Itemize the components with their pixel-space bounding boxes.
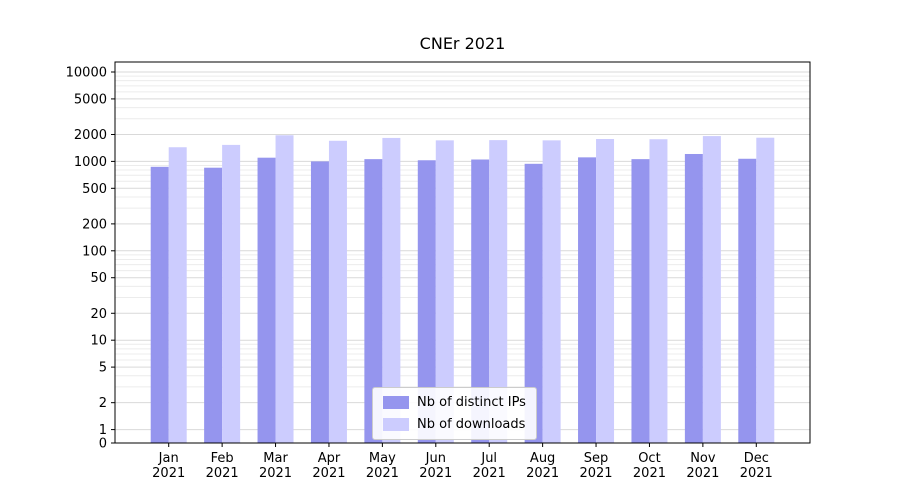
bar-nb-of-downloads-aug xyxy=(542,140,561,443)
x-tick-label-month: Sep xyxy=(584,451,609,466)
y-tick-label: 2 xyxy=(99,396,107,411)
y-tick-label: 5 xyxy=(99,361,107,376)
bar-nb-of-downloads-may xyxy=(382,137,401,443)
x-tick-label-month: Jan xyxy=(158,451,179,466)
bar-nb-of-downloads-sep xyxy=(596,139,615,443)
legend-item-distinct-ips: Nb of distinct IPs xyxy=(383,395,526,410)
legend-swatch-distinct-ips xyxy=(383,396,409,409)
x-tick-label-month: Jun xyxy=(425,451,446,466)
y-tick-label: 20 xyxy=(90,307,107,322)
x-tick-label-year: 2021 xyxy=(312,466,345,481)
x-tick-label-month: Mar xyxy=(263,451,288,466)
legend-item-downloads: Nb of downloads xyxy=(383,417,526,432)
bar-nb-of-distinct-ips-jul xyxy=(471,159,490,444)
bar-nb-of-downloads-jul xyxy=(489,140,508,444)
x-tick-label-month: Dec xyxy=(744,451,769,466)
bar-nb-of-downloads-apr xyxy=(328,140,347,443)
x-tick-label-year: 2021 xyxy=(366,466,399,481)
bar-nb-of-downloads-jan xyxy=(168,147,187,444)
x-tick-label-year: 2021 xyxy=(740,466,773,481)
bar-nb-of-distinct-ips-jan xyxy=(150,166,169,443)
bar-nb-of-distinct-ips-aug xyxy=(524,163,543,443)
x-tick-label-year: 2021 xyxy=(152,466,185,481)
y-tick-label: 10000 xyxy=(66,66,107,81)
legend-swatch-downloads xyxy=(383,418,409,431)
chart-title: CNEr 2021 xyxy=(419,34,506,53)
x-tick-label-month: Feb xyxy=(211,451,234,466)
legend-label-distinct-ips: Nb of distinct IPs xyxy=(417,395,526,410)
x-tick-label-month: Aug xyxy=(530,451,555,466)
x-tick-label-year: 2021 xyxy=(419,466,452,481)
y-tick-label: 200 xyxy=(82,217,107,232)
bar-nb-of-distinct-ips-may xyxy=(364,159,383,443)
bar-nb-of-distinct-ips-nov xyxy=(684,153,703,444)
y-tick-label: 1000 xyxy=(74,155,107,170)
y-tick-label: 1 xyxy=(99,423,107,438)
bar-nb-of-downloads-mar xyxy=(275,135,294,443)
x-tick-label-year: 2021 xyxy=(259,466,292,481)
bar-nb-of-downloads-nov xyxy=(702,136,721,443)
y-tick-label: 500 xyxy=(82,182,107,197)
x-tick-label-year: 2021 xyxy=(473,466,506,481)
legend: Nb of distinct IPs Nb of downloads xyxy=(372,387,537,440)
x-tick-label-month: May xyxy=(369,451,396,466)
bar-nb-of-distinct-ips-sep xyxy=(578,157,597,443)
x-tick-label-year: 2021 xyxy=(579,466,612,481)
bar-nb-of-downloads-feb xyxy=(222,144,241,443)
x-tick-label-month: Nov xyxy=(690,451,716,466)
bar-nb-of-distinct-ips-oct xyxy=(631,159,650,443)
bar-nb-of-distinct-ips-jun xyxy=(417,160,436,443)
x-tick-label-month: Oct xyxy=(638,451,660,466)
x-tick-label-month: Jul xyxy=(480,451,497,466)
y-tick-label: 5000 xyxy=(74,92,107,107)
y-tick-label: 50 xyxy=(90,271,107,286)
bar-nb-of-distinct-ips-feb xyxy=(204,167,223,443)
x-tick-label-year: 2021 xyxy=(526,466,559,481)
y-tick-label: 100 xyxy=(82,244,107,259)
bar-nb-of-downloads-jun xyxy=(435,140,454,443)
legend-label-downloads: Nb of downloads xyxy=(417,417,526,432)
bar-nb-of-downloads-oct xyxy=(649,139,668,444)
x-tick-label-year: 2021 xyxy=(206,466,239,481)
x-tick-label-year: 2021 xyxy=(686,466,719,481)
plot-frame xyxy=(114,61,811,444)
bar-nb-of-distinct-ips-mar xyxy=(257,157,276,443)
y-tick-label: 0 xyxy=(99,437,107,452)
x-tick-label-year: 2021 xyxy=(633,466,666,481)
bar-nb-of-distinct-ips-apr xyxy=(310,161,329,443)
y-tick-label: 2000 xyxy=(74,128,107,143)
bar-nb-of-distinct-ips-dec xyxy=(738,158,757,443)
x-tick-label-month: Apr xyxy=(318,451,341,466)
bar-nb-of-downloads-dec xyxy=(756,137,775,443)
y-tick-label: 10 xyxy=(90,334,107,349)
